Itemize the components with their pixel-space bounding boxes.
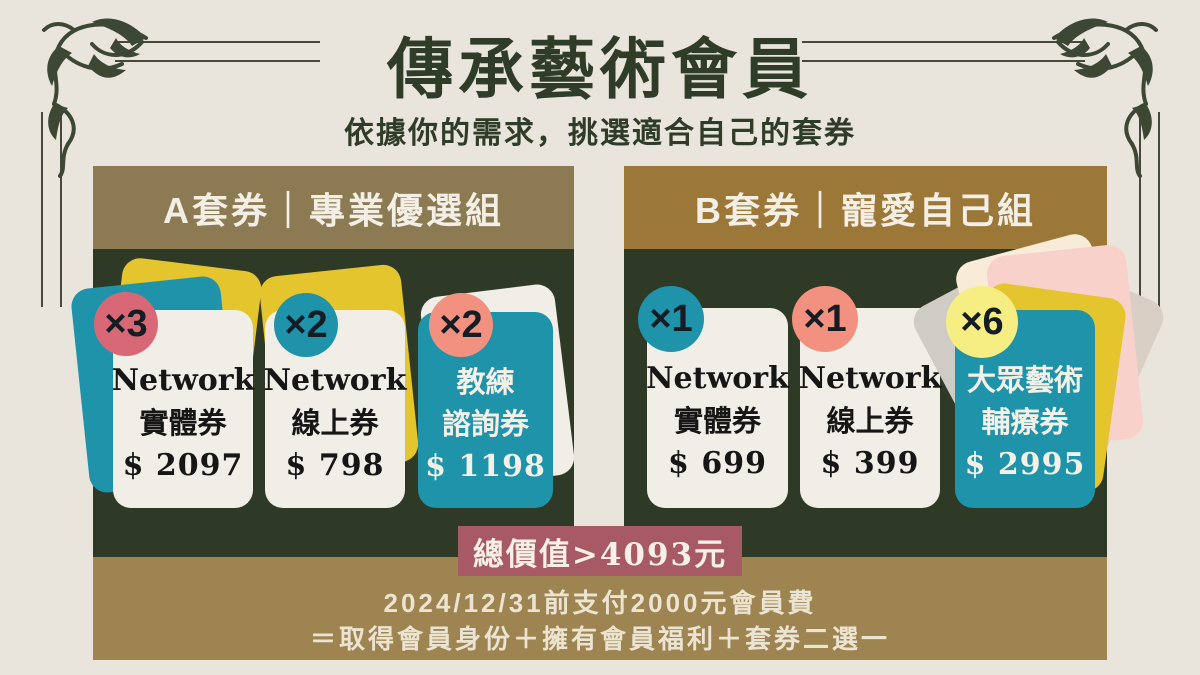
frame-line	[1158, 112, 1160, 307]
count-badge: ×2	[274, 293, 338, 357]
footer-payment-info: 2024/12/31前支付2000元會員費	[383, 588, 817, 618]
page-title: 傳承藝術會員	[387, 30, 813, 108]
frame-line	[115, 60, 320, 62]
coupon-name: Network	[646, 361, 789, 396]
coupon-price: $ 798	[285, 448, 385, 483]
corner-flourish-icon	[42, 18, 148, 178]
coupon-price: $ 2097	[122, 448, 244, 483]
coupon-type: 輔療券	[981, 405, 1069, 439]
frame-line	[60, 112, 62, 307]
corner-flourish-icon	[1052, 18, 1158, 178]
coupon-name: 教練	[456, 365, 515, 399]
coupon-name: 大眾藝術	[966, 363, 1083, 397]
coupon-type: 實體券	[673, 404, 761, 438]
coupon-type: 線上券	[826, 404, 914, 438]
count-badge: ×3	[94, 292, 158, 356]
count-badge: ×1	[638, 286, 704, 352]
frame-line	[1139, 112, 1141, 307]
coupon-card-a1: Network 實體券 $ 2097	[111, 310, 255, 508]
total-value-banner: 總價值>4093元	[458, 526, 742, 576]
page-subtitle: 依據你的需求，挑選適合自己的套券	[344, 117, 856, 150]
coupon-type: 諮詢券	[441, 407, 529, 441]
coupon-type: 線上券	[291, 406, 379, 440]
coupon-price: $ 699	[668, 446, 767, 481]
frame-line	[115, 41, 320, 43]
coupon-price: $ 399	[820, 446, 920, 481]
coupon-name: Network	[798, 361, 942, 396]
coupon-price: $ 2995	[964, 447, 1086, 482]
package-b-header: B套券｜寵愛自己組	[624, 166, 1107, 249]
frame-line	[802, 60, 1085, 62]
frame-line	[802, 41, 1085, 43]
frame-line	[41, 112, 43, 307]
count-badge: ×6	[946, 286, 1018, 358]
coupon-name: Network	[263, 363, 407, 398]
count-badge: ×1	[792, 286, 858, 352]
footer-benefit-info: ＝取得會員身份＋擁有會員福利＋套券二選一	[309, 624, 890, 654]
package-a-header: A套券｜專業優選組	[93, 166, 574, 249]
count-badge: ×2	[429, 293, 493, 357]
coupon-price: $ 1198	[425, 449, 546, 484]
coupon-type: 實體券	[139, 406, 227, 440]
coupon-name: Network	[111, 363, 255, 398]
